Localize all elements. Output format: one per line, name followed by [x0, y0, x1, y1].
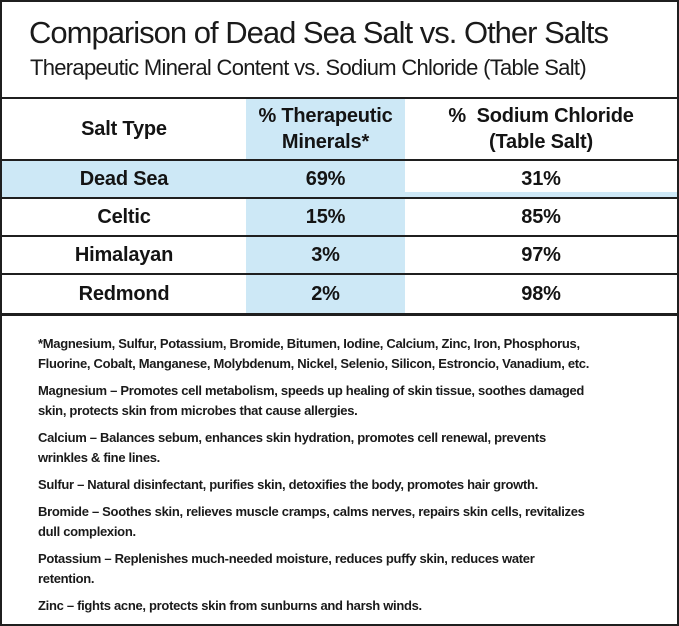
sodium-chloride-value: 98% — [521, 283, 561, 305]
note-zinc: Zinc – fights acne, protects skin from s… — [38, 598, 422, 613]
note-sulfur: Sulfur – Natural disinfectant, purifies … — [38, 477, 538, 492]
column-header-sodium-chloride: % Sodium Chloride (Table Salt) — [448, 105, 634, 153]
mineral-notes: *Magnesium, Sulfur, Potassium, Bromide, … — [2, 316, 677, 616]
therapeutic-minerals-value: 3% — [246, 237, 405, 273]
sodium-chloride-value: 97% — [521, 244, 561, 266]
salt-name: Redmond — [78, 283, 170, 305]
table-row-celtic: Celtic 15% 85% — [2, 199, 677, 237]
page-subtitle: Therapeutic Mineral Content vs. Sodium C… — [30, 55, 587, 80]
salt-name: Himalayan — [74, 244, 174, 266]
comparison-table: Salt Type % Therapeutic Minerals* % Sodi… — [2, 97, 677, 316]
table-row-redmond: Redmond 2% 98% — [2, 275, 677, 313]
salt-name: Dead Sea — [2, 161, 246, 197]
therapeutic-minerals-value: 15% — [246, 199, 405, 235]
salt-name: Celtic — [97, 206, 151, 228]
table-row-dead-sea: Dead Sea 69% 31% — [2, 161, 677, 199]
column-header-therapeutic-minerals: % Therapeutic Minerals* — [246, 99, 405, 159]
note-potassium: Potassium – Replenishes much-needed mois… — [38, 551, 535, 586]
note-magnesium: Magnesium – Promotes cell metabolism, sp… — [38, 383, 585, 418]
sodium-chloride-value: 85% — [521, 206, 561, 228]
table-row-himalayan: Himalayan 3% 97% — [2, 237, 677, 275]
page-title: Comparison of Dead Sea Salt vs. Other Sa… — [29, 15, 609, 50]
note-calcium: Calcium – Balances sebum, enhances skin … — [38, 430, 546, 465]
sodium-chloride-value: 31% — [405, 161, 677, 197]
therapeutic-minerals-value: 69% — [246, 161, 405, 197]
table-header-row: Salt Type % Therapeutic Minerals* % Sodi… — [2, 99, 677, 161]
therapeutic-minerals-value: 2% — [246, 275, 405, 313]
header: Comparison of Dead Sea Salt vs. Other Sa… — [2, 2, 677, 80]
column-header-salt-type: Salt Type — [81, 118, 167, 140]
note-bromide: Bromide – Soothes skin, relieves muscle … — [38, 504, 585, 539]
minerals-footnote: *Magnesium, Sulfur, Potassium, Bromide, … — [38, 336, 590, 371]
